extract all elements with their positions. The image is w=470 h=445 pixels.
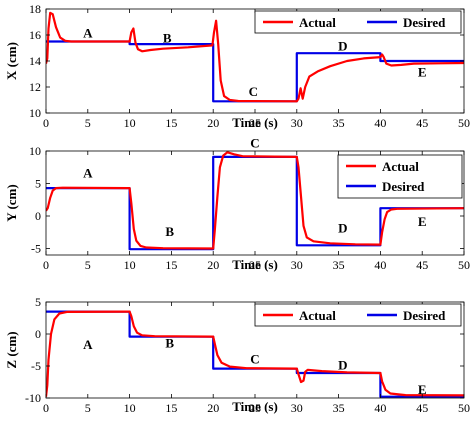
- plot-x: 0 5 10 15 20 25 30 35 40 45 50 10 12 14 16 18 Time (s) X …: [4, 2, 470, 130]
- y-axis-label: Y (cm): [4, 184, 19, 221]
- x-tick-label: 5: [85, 116, 91, 130]
- segment-label-d: D: [338, 221, 347, 236]
- x-tick-label: 35: [333, 401, 345, 415]
- legend-box: [254, 303, 462, 327]
- x-tick-label: 20: [207, 258, 219, 272]
- segment-label-a: A: [83, 165, 93, 180]
- series-line-actual: [46, 151, 464, 250]
- x-tick-label: 30: [291, 258, 303, 272]
- y-tick-label: 14: [29, 54, 41, 68]
- segment-label-e: E: [418, 382, 427, 397]
- y-tick-label: 16: [29, 28, 41, 42]
- y-tick-label: 10: [29, 106, 41, 120]
- legend-label-actual: Actual: [382, 159, 419, 174]
- x-tick-label: 45: [416, 258, 428, 272]
- x-tick-label: 5: [85, 401, 91, 415]
- x-tick-label: 35: [333, 258, 345, 272]
- y-tick-label: 5: [35, 295, 41, 309]
- segment-label-c: C: [249, 84, 258, 99]
- legend: Actual Desired: [254, 303, 462, 327]
- x-tick-label: 15: [165, 258, 177, 272]
- y-tick-label: 5: [35, 177, 41, 191]
- x-tick-label: 35: [333, 116, 345, 130]
- segment-label-a: A: [83, 337, 93, 352]
- x-tick-label: 50: [458, 258, 470, 272]
- x-tick-label: 30: [291, 116, 303, 130]
- x-axis-label: Time (s): [232, 115, 278, 130]
- x-tick-label: 0: [43, 258, 49, 272]
- legend: Actual Desired: [254, 10, 462, 34]
- segment-label-a: A: [83, 25, 93, 40]
- legend-label-desired: Desired: [382, 179, 425, 194]
- legend: Actual Desired: [337, 154, 463, 199]
- x-tick-label: 20: [207, 401, 219, 415]
- x-tick-label: 10: [124, 116, 136, 130]
- x-tick-label: 40: [374, 116, 386, 130]
- x-tick-label: 45: [416, 401, 428, 415]
- segment-label-e: E: [418, 64, 427, 79]
- segment-label-b: B: [165, 335, 174, 350]
- x-tick-label: 15: [165, 116, 177, 130]
- x-axis-label: Time (s): [232, 399, 278, 414]
- y-tick-label: 10: [29, 144, 41, 158]
- x-tick-label: 25: [249, 116, 261, 130]
- segment-label-d: D: [338, 38, 347, 53]
- y-tick-label: 0: [35, 209, 41, 223]
- legend-label-actual: Actual: [299, 15, 336, 30]
- y-tick-label: -10: [25, 391, 41, 405]
- y-tick-label: -5: [31, 242, 41, 256]
- x-tick-label: 50: [458, 401, 470, 415]
- y-axis-label: Z (cm): [4, 331, 19, 368]
- x-tick-label: 50: [458, 116, 470, 130]
- x-tick-label: 15: [165, 401, 177, 415]
- y-tick-label: 18: [29, 2, 41, 16]
- x-tick-label: 10: [124, 401, 136, 415]
- legend-box: [254, 10, 462, 34]
- legend-label-desired: Desired: [403, 308, 446, 323]
- x-tick-label: 20: [207, 116, 219, 130]
- series-line-actual: [46, 11, 464, 103]
- x-tick-label: 30: [291, 401, 303, 415]
- x-tick-label: 10: [124, 258, 136, 272]
- plot-z: 0 5 10 15 20 25 30 35 40 45 50 -10 -5 0 5 Time (s) Z (cm…: [4, 295, 470, 415]
- legend-label-desired: Desired: [403, 15, 446, 30]
- y-tick-label: 12: [29, 80, 41, 94]
- series-line-actual: [46, 310, 464, 397]
- legend-label-actual: Actual: [299, 308, 336, 323]
- x-axis-label: Time (s): [232, 257, 278, 272]
- x-tick-label: 40: [374, 401, 386, 415]
- segment-label-c: C: [250, 351, 259, 366]
- x-tick-label: 0: [43, 116, 49, 130]
- y-tick-label: 0: [35, 327, 41, 341]
- x-tick-label: 45: [416, 116, 428, 130]
- segment-label-c: C: [250, 136, 259, 151]
- segment-label-e: E: [418, 214, 427, 229]
- y-tick-label: -5: [31, 359, 41, 373]
- segment-label-d: D: [338, 358, 347, 373]
- segment-label-b: B: [165, 224, 174, 239]
- x-tick-label: 0: [43, 401, 49, 415]
- x-tick-label: 25: [249, 258, 261, 272]
- x-tick-label: 25: [249, 401, 261, 415]
- y-axis-label: X (cm): [4, 42, 19, 80]
- segment-label-b: B: [163, 31, 172, 46]
- x-tick-label: 40: [374, 258, 386, 272]
- x-tick-label: 5: [85, 258, 91, 272]
- legend-box: [337, 154, 463, 199]
